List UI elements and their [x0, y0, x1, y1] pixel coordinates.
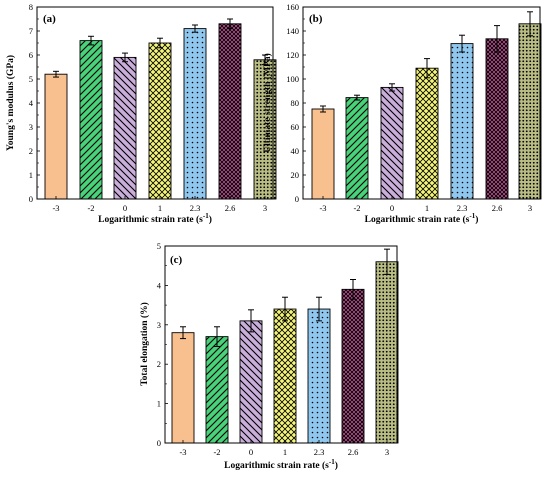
- y-axis-label: Young's modulus (GPa): [5, 55, 16, 151]
- x-tick-label: 0: [390, 203, 394, 213]
- panel-label: (a): [43, 13, 56, 25]
- bar: [44, 73, 68, 200]
- x-tick-label: 3: [528, 203, 532, 213]
- bar: [205, 336, 229, 444]
- chart-panel-c: 0 1 2 3 4 5 -3 -2 0 1 2.3 2.6 3 Logarithmic strain ra…: [139, 241, 399, 471]
- bar: [518, 23, 542, 200]
- x-tick-label: 3: [385, 447, 389, 457]
- bar: [273, 308, 297, 444]
- y-axis-label: Total elongation (%): [139, 302, 150, 386]
- y-tick-label: 2: [29, 146, 33, 156]
- y-tick-label: 20: [291, 170, 300, 180]
- x-axis-label: Logarithmic strain rate (s-1): [224, 458, 338, 471]
- x-tick-label: 1: [158, 203, 162, 213]
- x-tick-label: 2.6: [225, 203, 236, 213]
- x-tick-label: -2: [213, 447, 220, 457]
- x-tick-label: -2: [87, 203, 94, 213]
- x-tick-label: 2.6: [348, 447, 359, 457]
- y-tick-label: 80: [291, 98, 300, 108]
- x-axis-label: Logarithmic strain rate (s-1): [98, 212, 212, 225]
- bar: [183, 28, 207, 200]
- x-tick-label: 1: [283, 447, 287, 457]
- y-tick-label: 0: [157, 438, 161, 448]
- bar: [415, 67, 439, 200]
- y-tick-label: 160: [286, 2, 299, 12]
- bar: [485, 38, 509, 200]
- bar: [380, 86, 404, 200]
- x-tick-label: 0: [249, 447, 253, 457]
- bar: [307, 308, 331, 444]
- bar: [239, 320, 263, 444]
- panel-label: (c): [170, 254, 183, 266]
- bar: [113, 56, 137, 200]
- y-tick-label: 3: [29, 122, 33, 132]
- y-tick-label: 2: [157, 359, 161, 369]
- y-axis-label: Ultimate strength (MPa): [262, 53, 273, 153]
- y-tick-label: 4: [157, 280, 162, 290]
- y-tick-label: 1: [29, 170, 33, 180]
- x-tick-label: 2.3: [314, 447, 325, 457]
- panel-label: (b): [309, 13, 323, 25]
- bar: [79, 40, 103, 200]
- y-tick-label: 0: [295, 194, 299, 204]
- y-tick-label: 0: [29, 194, 33, 204]
- bar: [171, 332, 195, 444]
- y-tick-label: 120: [286, 50, 299, 60]
- y-tick-label: 6: [29, 50, 33, 60]
- y-tick-label: 100: [286, 74, 299, 84]
- y-tick-label: 40: [291, 146, 300, 156]
- y-tick-label: 3: [157, 320, 161, 330]
- x-tick-label: 2.6: [492, 203, 503, 213]
- bar: [218, 23, 242, 200]
- x-tick-label: -3: [319, 203, 326, 213]
- chart-panel-a: 0 1 2 3 4 5 6 7 8 -3 -2 0 1 2.3 2.6 3 Logarithmic strain…: [5, 2, 277, 225]
- y-tick-label: 4: [29, 98, 34, 108]
- x-tick-label: -3: [52, 203, 59, 213]
- x-tick-label: 2.3: [457, 203, 468, 213]
- x-tick-label: 1: [425, 203, 429, 213]
- bar: [311, 108, 335, 200]
- y-tick-label: 7: [29, 26, 33, 36]
- bar: [341, 288, 365, 444]
- y-tick-label: 5: [29, 74, 33, 84]
- x-tick-label: -3: [179, 447, 186, 457]
- x-axis-label: Logarithmic strain rate (s-1): [365, 212, 479, 225]
- x-tick-label: -2: [353, 203, 360, 213]
- bar: [345, 97, 369, 200]
- y-tick-label: 8: [29, 2, 33, 12]
- chart-panel-b: 0 20 40 60 80 100 120 140 160 -3 -2 0 1 2.3 2.6 3 Logari…: [262, 2, 542, 225]
- bar: [148, 42, 172, 200]
- x-tick-label: 3: [263, 203, 267, 213]
- bar: [375, 261, 399, 444]
- bar: [450, 43, 474, 200]
- y-tick-label: 60: [291, 122, 300, 132]
- y-tick-label: 5: [157, 241, 161, 251]
- x-tick-label: 2.3: [190, 203, 201, 213]
- y-tick-label: 140: [286, 26, 299, 36]
- x-tick-label: 0: [123, 203, 127, 213]
- y-tick-label: 1: [157, 399, 161, 409]
